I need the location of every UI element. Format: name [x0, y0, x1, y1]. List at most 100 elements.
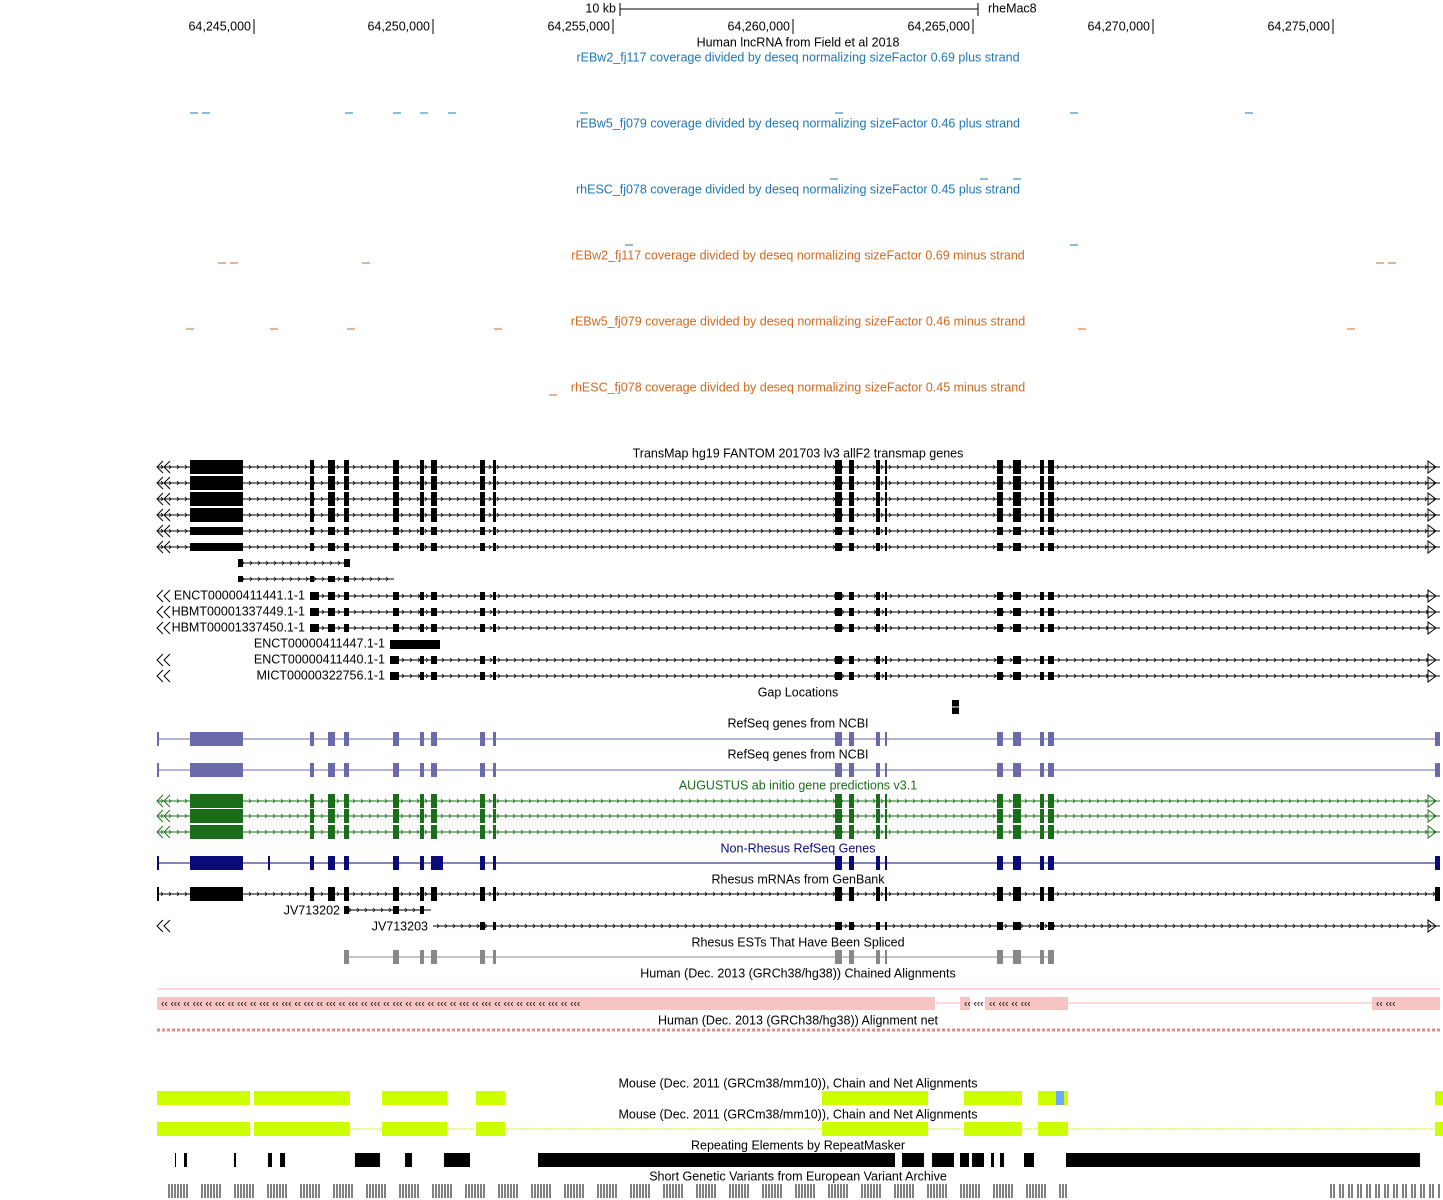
exon — [835, 922, 842, 930]
exon — [493, 508, 496, 522]
end-arrow — [156, 540, 171, 554]
exon — [310, 527, 314, 535]
exon — [876, 592, 880, 600]
exon — [310, 763, 314, 777]
transcript-label: ENCT00000411441.1-1 — [174, 588, 305, 602]
exon — [1040, 592, 1044, 600]
exon — [849, 624, 854, 632]
exon — [328, 732, 335, 746]
exon — [431, 887, 437, 901]
exon — [1048, 608, 1054, 616]
exon — [328, 763, 335, 777]
exon — [835, 592, 842, 600]
exon — [431, 460, 437, 474]
track-title: Rhesus ESTs That Have Been Spliced — [691, 935, 904, 949]
track-title: Short Genetic Variants from European Var… — [649, 1169, 947, 1183]
exon — [420, 508, 424, 522]
exon — [835, 887, 842, 901]
exon — [420, 672, 424, 680]
exon — [238, 559, 243, 567]
exon — [885, 592, 887, 600]
exon — [344, 508, 349, 522]
exon — [190, 508, 243, 522]
exon — [885, 763, 887, 777]
exon — [493, 922, 496, 930]
exon — [268, 856, 270, 870]
exon — [1048, 856, 1054, 870]
exon — [393, 543, 399, 551]
exon — [997, 543, 1003, 551]
exon — [1048, 887, 1054, 901]
track-title: RefSeq genes from NCBI — [727, 747, 868, 761]
exon — [1048, 508, 1054, 522]
end-arrow — [1427, 524, 1437, 538]
exon — [431, 492, 437, 506]
exon — [997, 460, 1003, 474]
exon — [997, 763, 1003, 777]
exon — [493, 624, 496, 632]
exon — [1048, 732, 1054, 746]
exon — [1048, 476, 1054, 490]
exon — [849, 950, 854, 964]
exon — [310, 809, 314, 823]
chain-block — [157, 997, 935, 1010]
exon — [431, 608, 437, 616]
exon — [493, 527, 496, 535]
exon — [493, 950, 496, 964]
exon — [885, 825, 887, 839]
exon — [310, 543, 314, 551]
exon — [997, 922, 1003, 930]
mouse-chain — [822, 1091, 928, 1105]
exon — [1040, 624, 1044, 632]
exon — [420, 825, 424, 839]
exon — [310, 576, 314, 582]
exon — [420, 624, 424, 632]
exon — [190, 856, 243, 870]
exon — [997, 856, 1003, 870]
exon — [344, 825, 349, 839]
ruler-label: 64,245,000 — [188, 19, 251, 33]
end-arrow — [156, 589, 171, 603]
exon — [390, 672, 399, 680]
exon — [876, 527, 880, 535]
exon — [1013, 794, 1021, 808]
exon — [849, 887, 854, 901]
end-arrow — [1427, 605, 1437, 619]
exon — [328, 592, 335, 600]
repeat — [991, 1153, 994, 1167]
exon — [190, 887, 243, 901]
exon — [344, 809, 349, 823]
chain-block — [1372, 997, 1440, 1010]
exon — [885, 887, 887, 901]
exon — [393, 527, 399, 535]
exon — [344, 592, 349, 600]
exon — [328, 476, 335, 490]
exon — [1048, 527, 1054, 535]
repeat — [538, 1153, 895, 1167]
ruler-label: 64,270,000 — [1087, 19, 1150, 33]
track-title: Gap Locations — [758, 685, 839, 699]
repeat — [972, 1153, 984, 1167]
exon — [420, 856, 424, 870]
exon — [493, 656, 496, 664]
mrna-label: JV713203 — [372, 919, 428, 933]
exon — [190, 543, 243, 551]
track-title: Repeating Elements by RepeatMasker — [691, 1138, 905, 1152]
exon — [1048, 922, 1054, 930]
exon — [876, 624, 880, 632]
exon — [436, 856, 443, 870]
exon — [190, 794, 243, 808]
track-title: Mouse (Dec. 2011 (GRCm38/mm10)), Chain a… — [619, 1076, 978, 1090]
exon — [393, 476, 399, 490]
exon — [344, 543, 349, 551]
exon — [849, 656, 854, 664]
exon — [480, 922, 485, 930]
exon — [431, 543, 437, 551]
end-arrow — [1427, 589, 1437, 603]
exon — [420, 460, 424, 474]
exon — [1048, 592, 1054, 600]
exon — [493, 732, 496, 746]
exon — [344, 794, 349, 808]
exon — [1040, 732, 1044, 746]
exon — [344, 460, 349, 474]
